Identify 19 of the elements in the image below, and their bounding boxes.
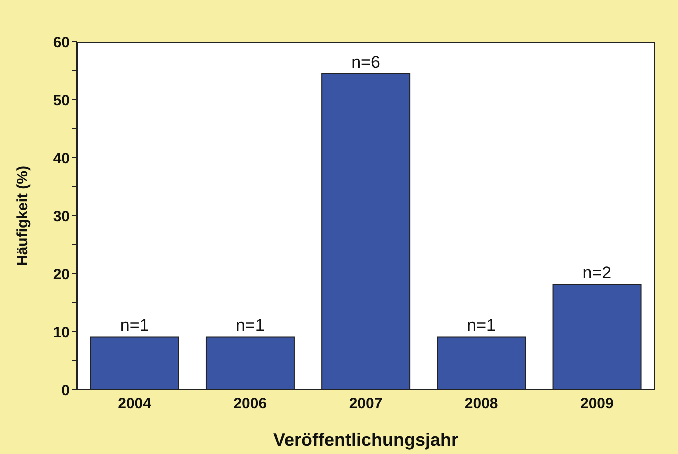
y-tick-label: 50 <box>53 92 70 110</box>
y-tick-label: 40 <box>53 150 70 168</box>
x-tick-label: 2006 <box>234 396 268 413</box>
y-tick-label: 0 <box>62 382 70 400</box>
annotation: n=1 <box>120 316 150 336</box>
y-tick-label: 10 <box>53 324 70 342</box>
y-axis-title: Häufigkeit (%) <box>14 166 32 266</box>
x-tick-label: 2004 <box>118 396 152 413</box>
annotation: n=2 <box>582 263 612 282</box>
annotation: n=1 <box>467 316 496 336</box>
y-tick-label: 60 <box>53 34 70 52</box>
x-tick-label: 2009 <box>580 396 614 413</box>
x-tick-label: 2007 <box>349 396 383 413</box>
x-tick-label: 2008 <box>464 396 498 413</box>
y-tick-label: 20 <box>53 266 70 284</box>
y-tick-label: 30 <box>53 208 70 226</box>
annotation: n=1 <box>236 316 265 336</box>
annotation: n=6 <box>352 52 380 72</box>
x-axis-title: Veröffentlichungsjahr <box>273 430 459 450</box>
